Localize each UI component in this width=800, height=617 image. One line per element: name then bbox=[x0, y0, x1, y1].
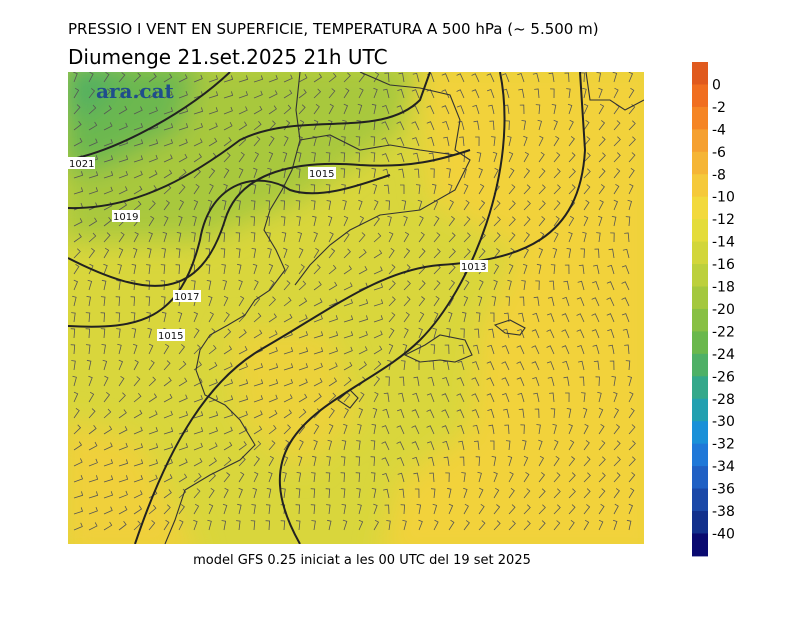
colorbar-swatch bbox=[692, 331, 708, 355]
colorbar: 0 -2 -4 -6 -8 -10 -12 -14 -16 -18 -20 -22 -24 -26 -28 -… bbox=[692, 62, 735, 557]
colorbar-swatch bbox=[692, 308, 708, 332]
colorbar-swatch bbox=[692, 106, 708, 130]
colorbar-swatch bbox=[692, 219, 708, 243]
colorbar-label: -10 bbox=[712, 190, 735, 206]
colorbar-label: -12 bbox=[712, 212, 735, 228]
colorbar-swatch bbox=[692, 264, 708, 287]
colorbar-label: -4 bbox=[712, 122, 726, 138]
colorbar-label: -36 bbox=[712, 482, 735, 498]
colorbar-label: -28 bbox=[712, 392, 735, 408]
colorbar-swatch bbox=[692, 511, 708, 534]
colorbar-label: -16 bbox=[712, 257, 735, 273]
colorbar-label: -8 bbox=[712, 167, 726, 183]
colorbar-label: -22 bbox=[712, 324, 735, 340]
isobar-label: 1021 bbox=[69, 159, 94, 170]
isobar-label: 1015 bbox=[309, 169, 334, 180]
colorbar-swatch bbox=[692, 466, 708, 490]
colorbar-label: -14 bbox=[712, 235, 735, 251]
colorbar-swatch bbox=[692, 398, 708, 422]
isobar-label: 1015 bbox=[158, 331, 183, 342]
colorbar-swatch bbox=[692, 533, 708, 557]
colorbar-label: -34 bbox=[712, 459, 735, 475]
colorbar-swatch bbox=[692, 151, 708, 175]
colorbar-label: -18 bbox=[712, 280, 735, 296]
colorbar-swatch bbox=[692, 241, 708, 265]
colorbar-label: 0 bbox=[712, 77, 721, 93]
colorbar-label: -26 bbox=[712, 369, 735, 385]
isobar-label: 1017 bbox=[174, 292, 199, 303]
map: 1021 1019 1017 1015 1015 1013 bbox=[68, 72, 644, 544]
colorbar-swatch bbox=[692, 174, 708, 198]
colorbar-swatch bbox=[692, 62, 708, 85]
colorbar-swatch bbox=[692, 286, 708, 310]
colorbar-label: -32 bbox=[712, 437, 735, 453]
subtitle: Diumenge 21.set.2025 21h UTC bbox=[68, 45, 388, 69]
colorbar-label: -24 bbox=[712, 347, 735, 363]
footer: model GFS 0.25 iniciat a les 00 UTC del … bbox=[193, 553, 531, 568]
colorbar-label: -30 bbox=[712, 414, 735, 430]
isobar-label: 1013 bbox=[461, 262, 486, 273]
colorbar-label: -6 bbox=[712, 145, 726, 161]
colorbar-swatch bbox=[692, 421, 708, 445]
colorbar-label: -2 bbox=[712, 100, 726, 116]
colorbar-label: -20 bbox=[712, 302, 735, 318]
colorbar-swatch bbox=[692, 488, 708, 512]
title: PRESSIO I VENT EN SUPERFICIE, TEMPERATUR… bbox=[68, 20, 599, 38]
isobar-label: 1019 bbox=[113, 212, 138, 223]
colorbar-swatch bbox=[692, 353, 708, 377]
logo: ara.cat bbox=[96, 79, 175, 103]
colorbar-label: -40 bbox=[712, 526, 735, 542]
colorbar-swatch bbox=[692, 443, 708, 467]
colorbar-swatch bbox=[692, 376, 708, 400]
colorbar-swatch bbox=[692, 196, 708, 220]
colorbar-swatch bbox=[692, 129, 708, 153]
colorbar-swatch bbox=[692, 84, 708, 108]
colorbar-label: -38 bbox=[712, 504, 735, 520]
